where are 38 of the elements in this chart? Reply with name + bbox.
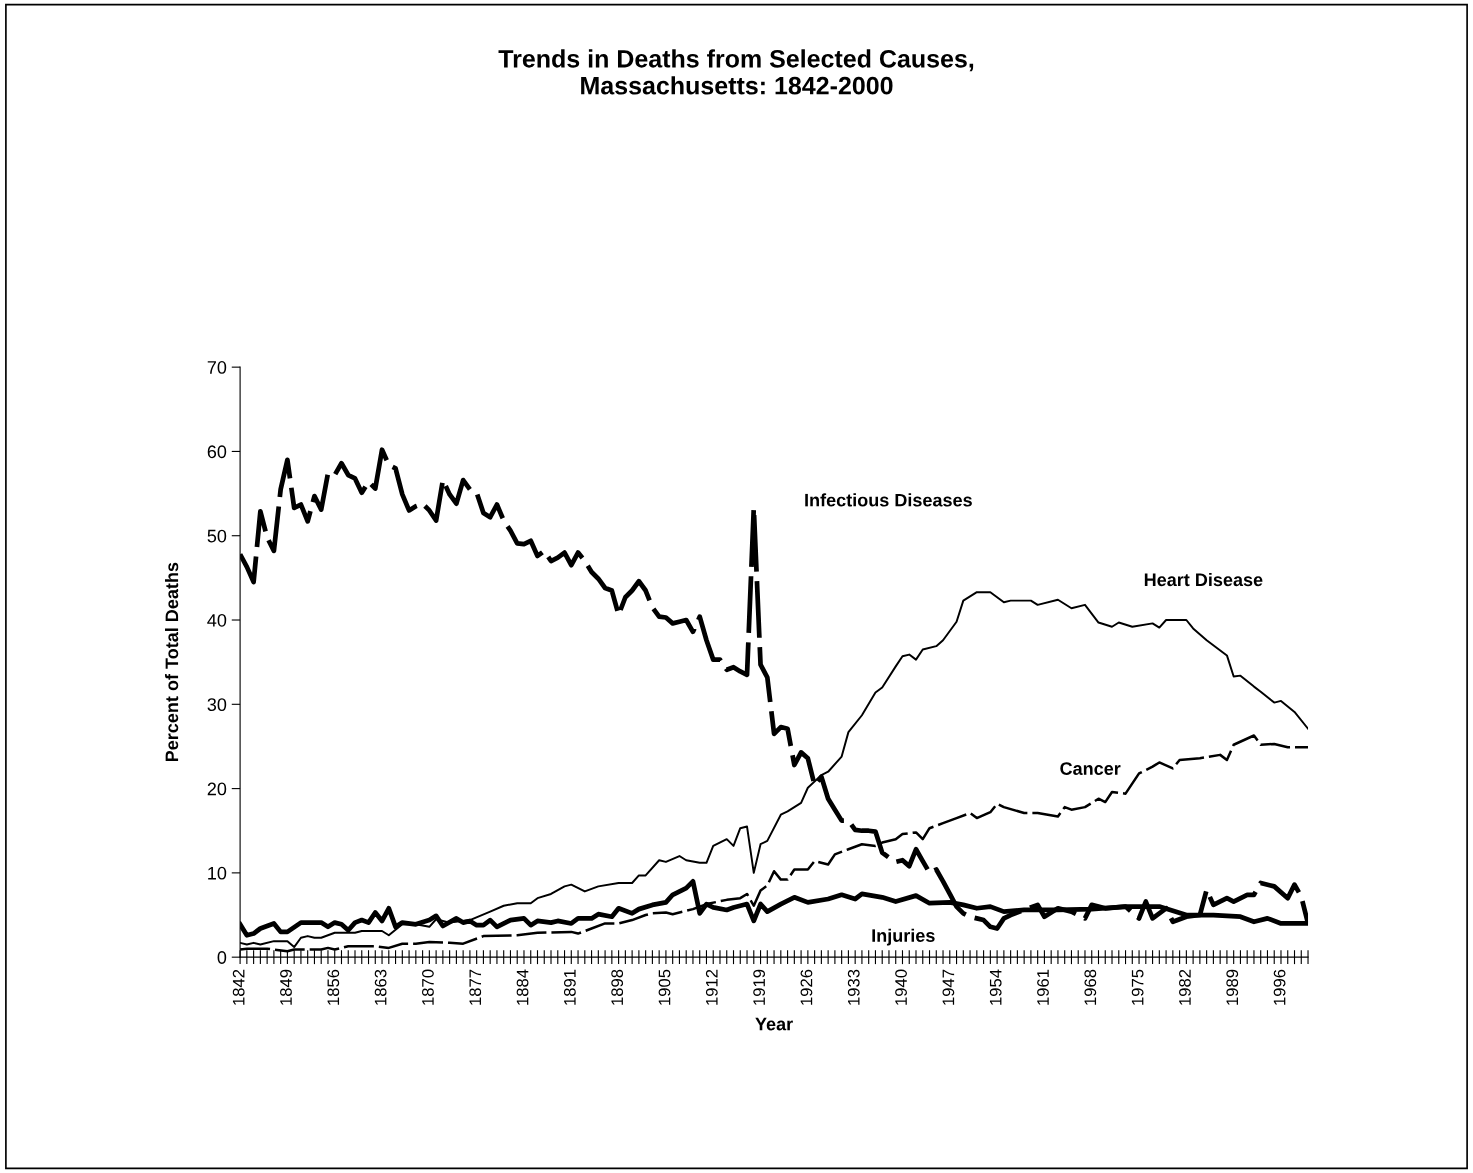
x-tick-label: 1884	[516, 969, 529, 1005]
x-tick-label: 1842	[232, 969, 245, 1005]
y-tick-label: 40	[207, 613, 227, 627]
x-tick-label: 1975	[1131, 969, 1144, 1005]
x-tick-label: 1947	[942, 969, 955, 1005]
y-tick-label: 30	[207, 698, 227, 712]
y-tick-label: 20	[207, 782, 227, 796]
x-tick-label: 1898	[611, 969, 624, 1005]
x-tick-label: 1933	[847, 969, 860, 1005]
x-axis-title: Year	[755, 1017, 793, 1031]
x-tick-label: 1877	[469, 969, 482, 1005]
x-tick-label: 1989	[1226, 969, 1239, 1005]
y-tick-label: 10	[208, 866, 227, 880]
x-tick-label: 1996	[1273, 969, 1286, 1005]
x-tick-label: 1870	[422, 969, 434, 1005]
x-tick-label: 1863	[374, 969, 387, 1005]
y-tick-label: 70	[207, 361, 227, 374]
x-tick-label: 1926	[800, 969, 813, 1005]
x-tick-label: 1912	[705, 969, 718, 1005]
x-tick-label: 1856	[327, 969, 340, 1005]
y-tick-label: 60	[207, 445, 227, 459]
text: Infectious Diseases	[805, 493, 972, 507]
x-tick-label: 1849	[280, 969, 292, 1005]
x-tick-label: 1891	[563, 969, 576, 1005]
series-label: Injuries	[872, 928, 935, 946]
series-label: Cancer	[1060, 762, 1121, 775]
x-tick-label: 1961	[1037, 969, 1049, 1005]
x-tick-label: 1905	[658, 969, 671, 1005]
text: Heart Disease	[1144, 572, 1263, 587]
y-tick-label: 0	[217, 951, 227, 964]
x-tick-label: 1940	[895, 969, 907, 1005]
x-tick-label: 1982	[1179, 969, 1191, 1005]
y-axis-title: Percent of Total Deaths	[164, 562, 179, 762]
chart-title: Trends in Deaths from Selected Causes, Massachusetts: 1842-2000	[498, 49, 974, 95]
y-tick-label: 50	[207, 529, 227, 543]
x-tick-label: 1919	[753, 969, 766, 1005]
x-tick-label: 1954	[989, 969, 1002, 1005]
x-tick-label: 1968	[1084, 969, 1097, 1005]
